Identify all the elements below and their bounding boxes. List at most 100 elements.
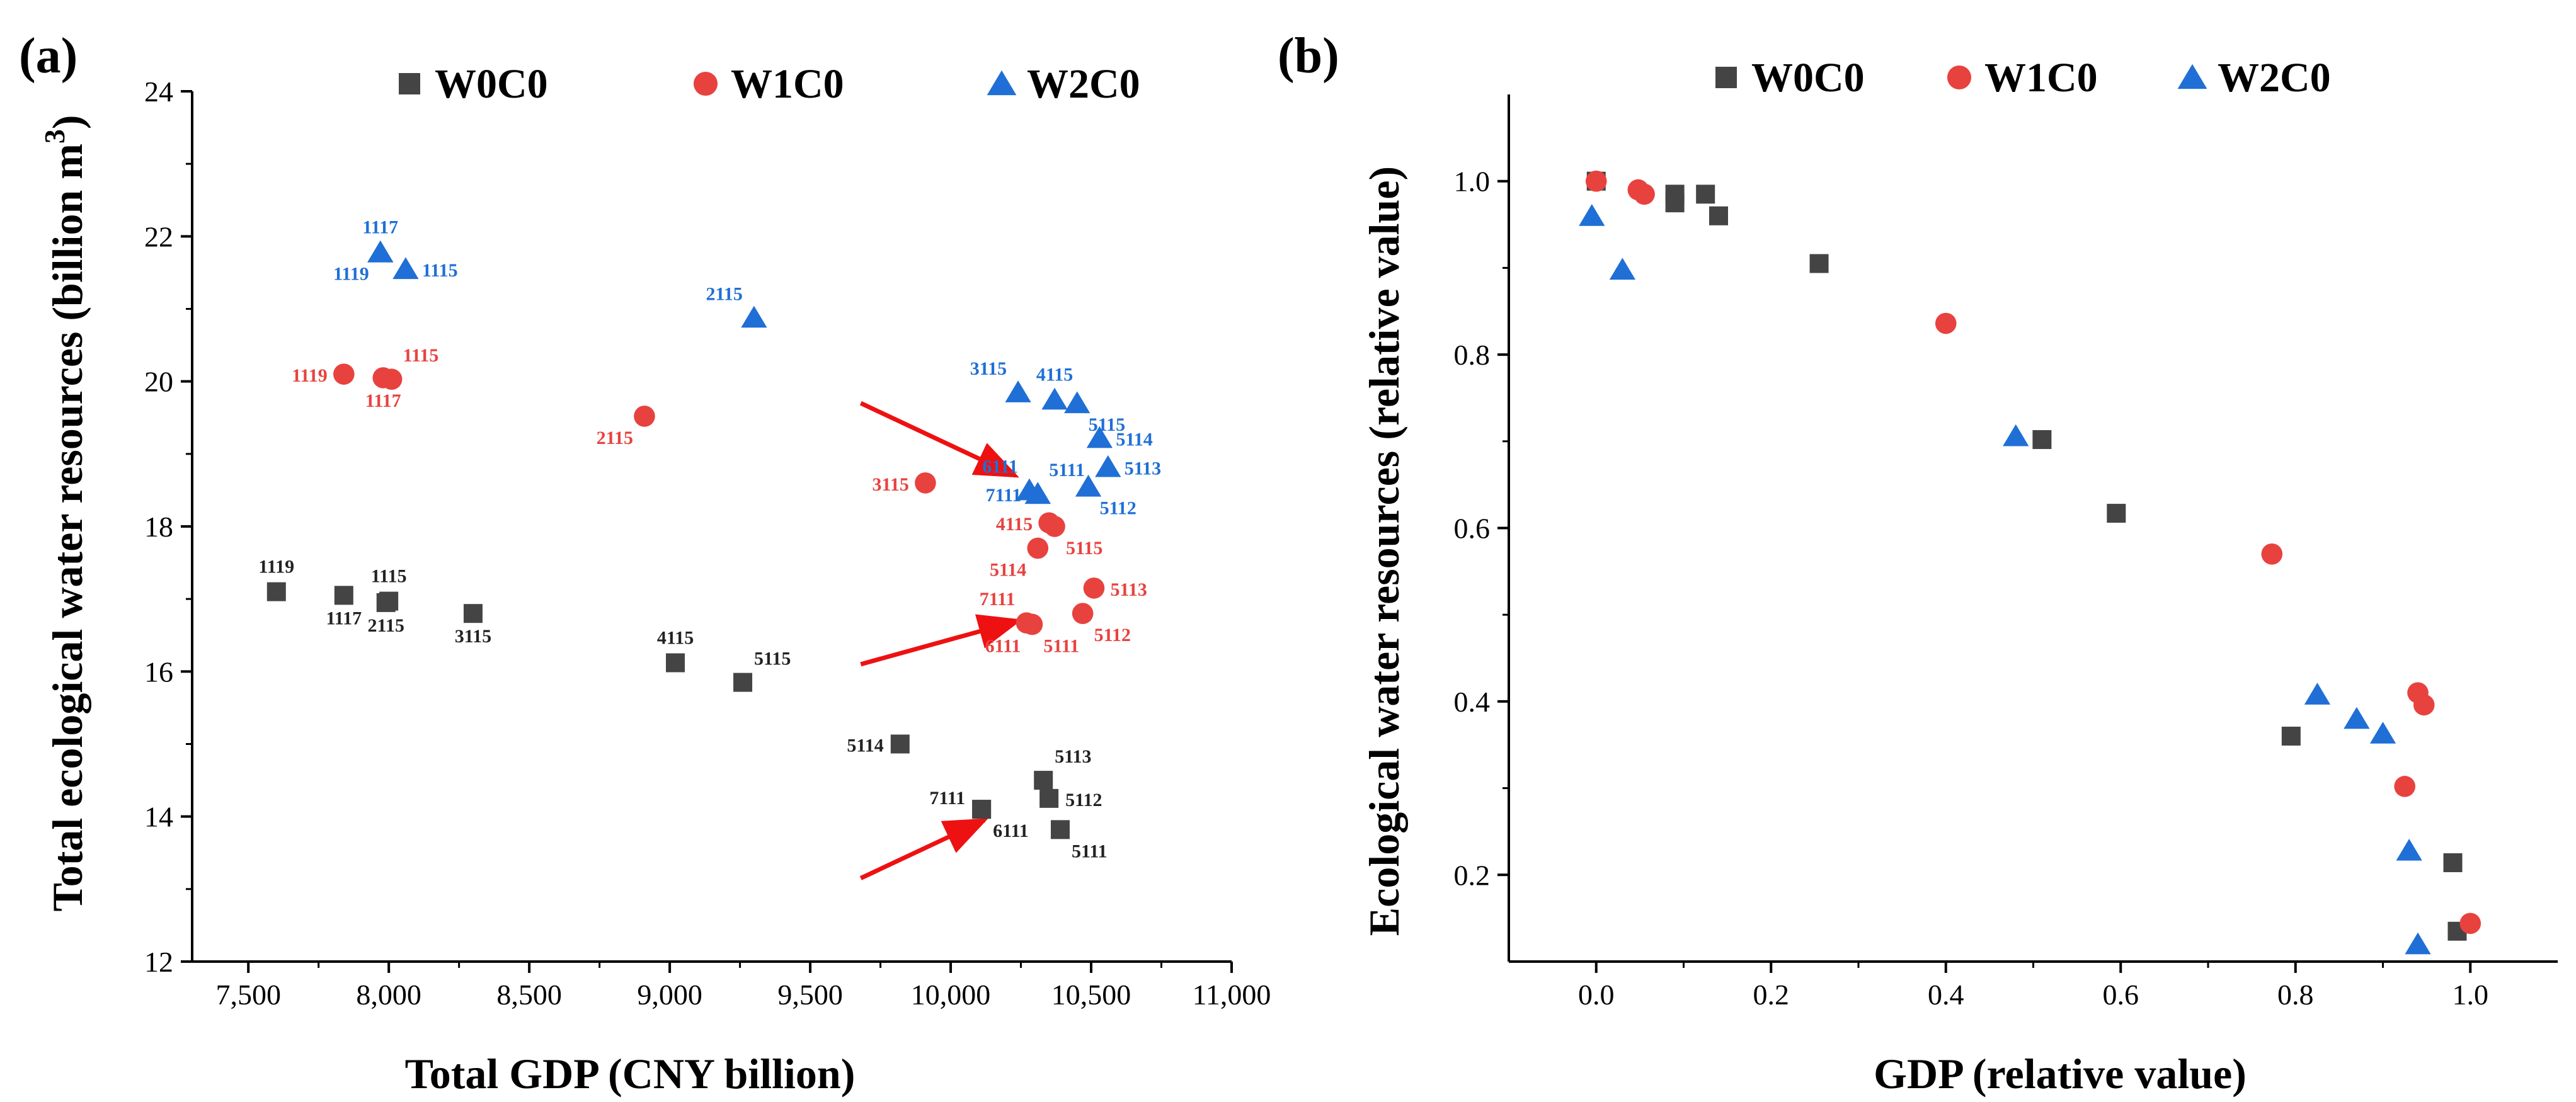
chart-b-point-w2c0 <box>2304 683 2331 705</box>
chart-a-point-w1c0 <box>1021 613 1043 635</box>
chart-b-point-w0c0 <box>1709 206 1728 225</box>
chart-a-point-w0c0 <box>890 734 910 754</box>
chart-a-point-label: 1119 <box>292 365 328 386</box>
chart-b-point-w2c0 <box>2369 722 2396 744</box>
chart-b-y-tick-label: 0.4 <box>1454 686 1491 718</box>
chart-a-ylabel-sup: 3 <box>38 129 71 144</box>
chart-a-x-tick-label: 9,000 <box>637 979 702 1011</box>
chart-b-point-w2c0 <box>1579 204 1605 226</box>
chart-a-point-label: 3115 <box>873 474 909 495</box>
chart-a-x-tick-label: 8,500 <box>496 979 562 1011</box>
chart-b-legend-marker-w0c0 <box>1715 67 1737 88</box>
chart-b-legend: W0C0 W1C0 W2C0 <box>1715 55 2331 101</box>
chart-a-point-w2c0 <box>1064 391 1091 414</box>
chart-b-legend-label-w1c0: W1C0 <box>1984 55 2098 101</box>
chart-b-legend-label-w0c0: W0C0 <box>1751 55 1865 101</box>
chart-a-point-w0c0 <box>1034 771 1053 790</box>
chart-a-point-label: 4115 <box>1036 364 1073 385</box>
chart-a-point-w1c0 <box>333 363 355 385</box>
chart-b: (b) GDP (relative value) Ecological wate… <box>1278 28 2558 1098</box>
chart-b-point-w0c0 <box>1665 193 1685 213</box>
chart-a-point-w0c0 <box>266 582 286 601</box>
chart-b-point-w1c0 <box>2413 694 2435 716</box>
chart-a-point-w2c0 <box>1075 474 1102 497</box>
chart-a-point-w2c0 <box>1024 482 1051 504</box>
chart-a-y-tick-label: 14 <box>144 801 173 833</box>
chart-a-point-label: 5115 <box>1066 538 1102 559</box>
chart-b-point-w0c0 <box>2443 853 2463 873</box>
chart-a-point-label: 2115 <box>706 283 743 304</box>
chart-b-axes: 0.0 0.2 0.4 0.6 0.8 1.0 0.2 0.4 0.6 0.8 1.0 <box>1454 94 2558 1011</box>
chart-b-point-w1c0 <box>2261 543 2283 565</box>
chart-b-point-w2c0 <box>2344 707 2370 729</box>
chart-a-point-label: 2115 <box>368 615 404 636</box>
chart-a-point-w2c0 <box>1041 387 1068 410</box>
chart-a-point-w1c0 <box>634 406 655 427</box>
chart-a-point-label: 7111 <box>929 788 965 809</box>
chart-a-y-tick-label: 16 <box>144 656 173 688</box>
chart-a-legend-label-w0c0: W0C0 <box>435 61 548 107</box>
chart-a-point-label: 1115 <box>403 345 439 366</box>
chart-a-annotations <box>859 401 1022 880</box>
panel-a-label: (a) <box>19 28 77 84</box>
chart-a-point-w1c0 <box>1027 537 1049 559</box>
chart-a-point-w2c0 <box>367 240 394 263</box>
chart-a-x-tick-label: 7,500 <box>215 979 281 1011</box>
panel-b-label: (b) <box>1278 28 1339 84</box>
chart-b-point-w1c0 <box>1935 312 1957 334</box>
chart-b-point-w2c0 <box>2396 838 2422 861</box>
chart-b-x-tick-label: 0.8 <box>2277 979 2314 1011</box>
chart-a-point-label: 6111 <box>993 821 1029 841</box>
chart-a-y-tick-label: 24 <box>144 76 173 108</box>
chart-a-y-tick-label: 20 <box>144 366 173 398</box>
chart-a-point-label: 4115 <box>657 628 694 649</box>
chart-a-point-label: 1117 <box>326 608 362 628</box>
chart-a-point-label: 6111 <box>985 635 1021 656</box>
chart-a-x-tick-label: 8,000 <box>356 979 421 1011</box>
chart-a-point-label: 5112 <box>1094 625 1131 645</box>
chart-a-point-label: 1117 <box>362 217 398 238</box>
chart-b-xlabel: GDP (relative value) <box>1874 1050 2247 1098</box>
chart-a-point-label: 1115 <box>371 566 407 587</box>
chart-a-point-w2c0 <box>1086 426 1113 448</box>
chart-a-point-label: 5115 <box>1089 414 1125 435</box>
chart-b-ylabel: Ecological water resources (relative val… <box>1360 166 1408 936</box>
chart-a-legend-label-w2c0: W2C0 <box>1027 61 1140 107</box>
chart-b-y-tick-label: 0.6 <box>1454 513 1491 545</box>
chart-a-y-tick-label: 12 <box>144 946 173 978</box>
chart-a-point-label: 7111 <box>986 485 1022 506</box>
chart-b-legend-marker-w2c0 <box>2177 64 2207 89</box>
chart-a-point-label: 5113 <box>1055 746 1091 767</box>
chart-a-points: 1119 1117 2115 1115 3115 4115 5115 5114 5113 5112… <box>258 217 1161 862</box>
chart-a-point-w2c0 <box>1005 380 1031 402</box>
chart-b-x-tick-label: 0.0 <box>1578 979 1615 1011</box>
chart-a-point-w2c0 <box>741 305 767 328</box>
chart-b-points <box>1579 170 2482 955</box>
chart-a-x-tick-label: 9,500 <box>777 979 843 1011</box>
chart-a-point-label: 2115 <box>597 428 633 448</box>
chart-a-x-tick-label: 10,000 <box>911 979 991 1011</box>
chart-a-point-w0c0 <box>334 586 353 605</box>
chart-a-point-label: 5114 <box>990 560 1026 581</box>
chart-b-point-w0c0 <box>2032 430 2052 450</box>
chart-b-legend-marker-w1c0 <box>1947 65 1972 90</box>
chart-a-point-label: 1117 <box>365 390 401 411</box>
chart-b-legend-label-w2c0: W2C0 <box>2218 55 2331 101</box>
chart-a-point-label: 6111 <box>982 456 1018 477</box>
chart-b-y-tick-label: 0.2 <box>1454 859 1491 891</box>
chart-a-point-label: 5114 <box>847 736 883 756</box>
chart-a-point-label: 1115 <box>422 260 458 281</box>
chart-a-arrow <box>859 401 1019 478</box>
chart-b-x-tick-label: 0.2 <box>1753 979 1790 1011</box>
chart-a-point-label: 5111 <box>1043 635 1079 656</box>
chart-a-point-label: 1119 <box>258 557 294 577</box>
chart-a-point-w0c0 <box>733 673 753 692</box>
chart-a-legend-marker-w0c0 <box>399 73 420 94</box>
chart-b-x-tick-label: 0.4 <box>1928 979 1964 1011</box>
chart-a-arrow <box>860 614 1022 667</box>
chart-a-point-label: 5115 <box>754 649 791 669</box>
chart-b-x-tick-label: 0.6 <box>2103 979 2139 1011</box>
chart-a-axes: 7,500 8,000 8,500 9,000 9,500 10,000 10,500 11,… <box>144 76 1271 1011</box>
chart-a-arrow <box>859 818 988 880</box>
